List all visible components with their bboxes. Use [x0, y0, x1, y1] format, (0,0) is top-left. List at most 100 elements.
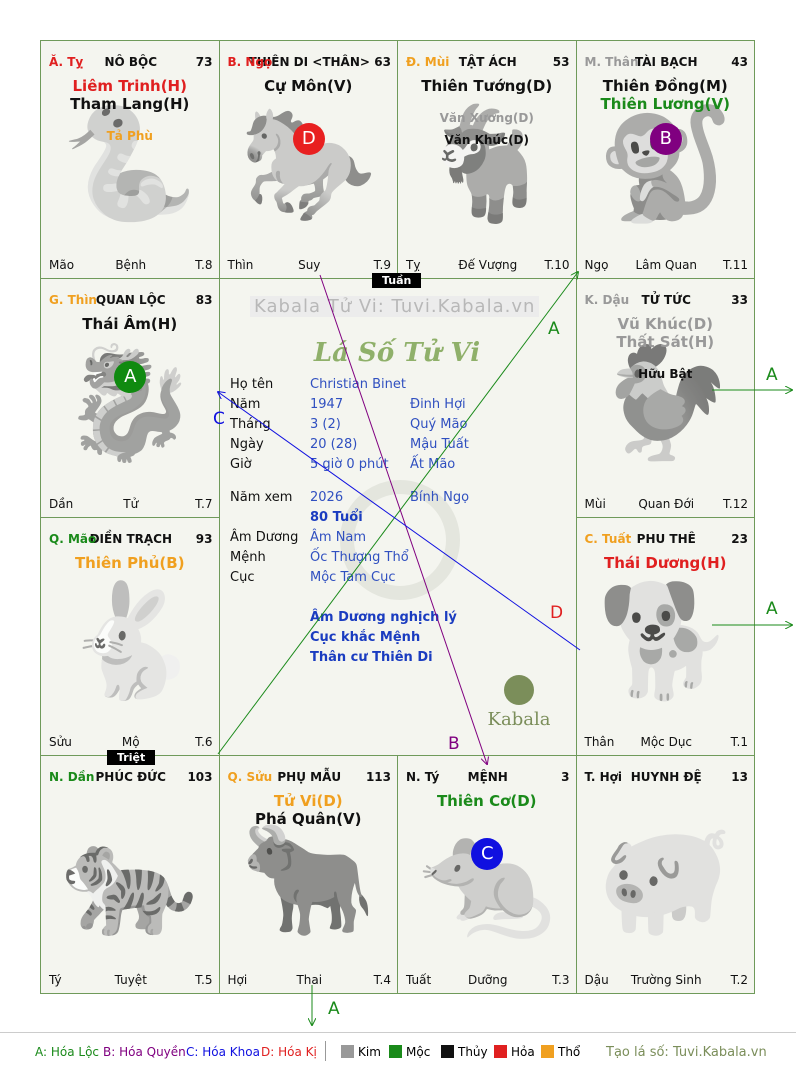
zodiac-watermark-icon: 🐇 — [61, 576, 199, 705]
major-star: Liêm Trinh(H) — [72, 77, 187, 95]
palace-header: HUYNH ĐỆ T. Hợi 13 — [585, 770, 749, 786]
footer-stage: Bệnh — [115, 258, 147, 273]
major-star: Thiên Lương(V) — [600, 95, 730, 113]
palace-header: ĐIỀN TRẠCH Q. Mão 93 — [49, 532, 213, 548]
star-list: Vũ Khúc(D) Thất Sát(H) Hữu Bật — [577, 315, 755, 381]
palace-footer: Ngọ Lâm Quan T.11 — [585, 258, 749, 272]
palace-footer: Mão Bệnh T.8 — [49, 258, 213, 272]
footer-stage: Mộc Dục — [640, 734, 693, 749]
palace-branch: T. Hợi — [584, 769, 623, 784]
palace-name: THIÊN DI <THÂN> — [248, 55, 370, 69]
footer-branch: Thìn — [227, 258, 254, 273]
palace-branch: N. Dần — [49, 769, 95, 784]
major-star: Cự Môn(V) — [264, 77, 353, 95]
minor-star: Văn Khúc(D) — [444, 133, 530, 147]
hoa-marker-circle: B — [649, 123, 682, 155]
info-canchi: Ất Mão — [410, 457, 456, 472]
element-label: Thổ — [558, 1045, 581, 1059]
palace-age: 53 — [552, 55, 570, 69]
footer-stage: Trường Sinh — [630, 973, 702, 987]
palace-age: 113 — [365, 769, 391, 784]
element-label: Kim — [358, 1045, 381, 1059]
legend-hoa-item: C: Hóa Khoa — [186, 1045, 260, 1059]
arrow-label-a2: A — [766, 365, 778, 385]
hoa-marker-circle: C — [471, 837, 504, 870]
info-value: 3 (2) — [310, 417, 341, 432]
palace-footer: Thân Mộc Dục T.1 — [585, 735, 749, 749]
footer-stage: Tuyệt — [114, 973, 147, 987]
minor-star: Tả Phù — [106, 129, 153, 143]
tuan-tag: Tuần — [372, 273, 422, 288]
palace-branch: B. Ngọ — [227, 55, 273, 69]
palace-name: TÀI BẠCH — [635, 55, 698, 69]
footer-branch: Tỵ — [406, 258, 421, 273]
palace-thin: 🐉 QUAN LỘC G. Thìn 83 Thái Âm(H) A Dần Tử T.7 — [40, 278, 220, 518]
info-value: 20 (28) — [310, 437, 358, 452]
footer-stage: Tử — [123, 496, 139, 511]
palace-age: 43 — [731, 55, 748, 69]
palace-footer: Hợi Thai T.4 — [228, 973, 392, 987]
footer-month: T.12 — [723, 496, 748, 511]
major-star: Thái Âm(H) — [82, 315, 178, 334]
footer-month: T.10 — [544, 258, 570, 273]
chart-note: Cục khắc Mệnh — [310, 630, 421, 645]
star-list: Liêm Trinh(H) Tham Lang(H) Tả Phù — [41, 77, 219, 143]
star-list: Thiên Đồng(M) Thiên Lương(V) — [577, 77, 755, 113]
palace-name: NÔ BỘC — [104, 55, 158, 69]
palace-header: PHU THÊ C. Tuất 23 — [585, 532, 749, 548]
info-canchi: Quý Mão — [410, 417, 468, 432]
footer-stage: Suy — [298, 258, 321, 273]
footer-month: T.5 — [195, 973, 213, 987]
palace-footer: Tỵ Đế Vượng T.10 — [406, 258, 570, 272]
major-star: Vũ Khúc(D) — [617, 315, 714, 334]
palace-header: TẬT ÁCH Đ. Mùi 53 — [406, 55, 570, 71]
element-color-swatch — [389, 1045, 402, 1058]
element-label: Thủy — [458, 1045, 488, 1059]
palace-branch: G. Thìn — [49, 293, 97, 308]
footer-branch: Dậu — [584, 973, 609, 987]
zodiac-watermark-icon: 🐕 — [596, 576, 734, 705]
info-value: 1947 — [310, 397, 344, 412]
major-star: Tử Vi(D) — [273, 791, 343, 810]
palace-name: ĐIỀN TRẠCH — [89, 531, 173, 546]
palace-footer: Mùi Quan Đới T.12 — [585, 497, 749, 511]
palace-than: 🐒 TÀI BẠCH M. Thân 43 Thiên Đồng(M) Thiên Lươ… — [575, 40, 755, 280]
palace-name: PHÚC ĐỨC — [95, 769, 166, 784]
watermark-text: Kabala Tử Vi: Tuvi.Kabala.vn — [250, 296, 540, 317]
star-list: Tử Vi(D) Phá Quân(V) — [220, 792, 398, 828]
major-star: Thiên Phủ(B) — [74, 553, 185, 572]
major-star: Thiên Cơ(D) — [436, 791, 537, 810]
element-label: Hỏa — [511, 1045, 535, 1059]
footer-branch: Mão — [49, 258, 75, 273]
palace-branch: Q. Sửu — [227, 769, 273, 784]
footer-stage: Đế Vượng — [458, 258, 518, 273]
info-value: Christian Binet — [310, 377, 406, 392]
footer-month: T.7 — [195, 496, 213, 511]
palace-footer: Dần Tử T.7 — [49, 497, 213, 511]
palace-suu: 🐂 PHỤ MẪU Q. Sửu 113 Tử Vi(D) Phá Quân(V) Hợi T… — [218, 754, 398, 994]
footer-month: T.8 — [195, 258, 213, 273]
palace-mui: 🐐 TẬT ÁCH Đ. Mùi 53 Thiên Tướng(D) Văn Xương(… — [397, 40, 577, 280]
footer-branch: Dần — [49, 496, 74, 511]
star-list: Cự Môn(V) — [220, 77, 398, 95]
palace-age: 33 — [731, 293, 748, 308]
center-panel: Kabala Tử Vi: Tuvi.Kabala.vn Lá Số Tử Vi… — [220, 280, 574, 754]
info-label: Tháng — [230, 417, 271, 432]
chart-title: Lá Số Tử Vi — [313, 338, 481, 368]
info-label: Năm — [230, 397, 261, 412]
palace-footer: Dậu Trường Sinh T.2 — [585, 973, 749, 987]
legend-hoa-item: B: Hóa Quyền — [103, 1045, 186, 1059]
palace-branch: K. Dậu — [584, 293, 630, 308]
footer-branch: Tuất — [406, 973, 432, 987]
major-star: Thất Sát(H) — [616, 333, 715, 352]
footer-branch: Ngọ — [584, 258, 609, 273]
palace-age: 3 — [561, 769, 570, 784]
palace-tuat: 🐕 PHU THÊ C. Tuất 23 Thái Dương(H) Thân Mộc Dụ… — [575, 516, 755, 756]
info-value: 80 Tuổi — [310, 510, 363, 525]
zodiac-watermark-icon: 🐎 — [239, 99, 377, 228]
palace-header: PHỤ MẪU Q. Sửu 113 — [228, 770, 392, 786]
star-list: Thiên Cơ(D) — [398, 792, 576, 810]
palace-footer: Tuất Dưỡng T.3 — [406, 973, 570, 987]
footer-month: T.4 — [373, 973, 391, 987]
palace-header: MỆNH N. Tý 3 — [406, 770, 570, 786]
